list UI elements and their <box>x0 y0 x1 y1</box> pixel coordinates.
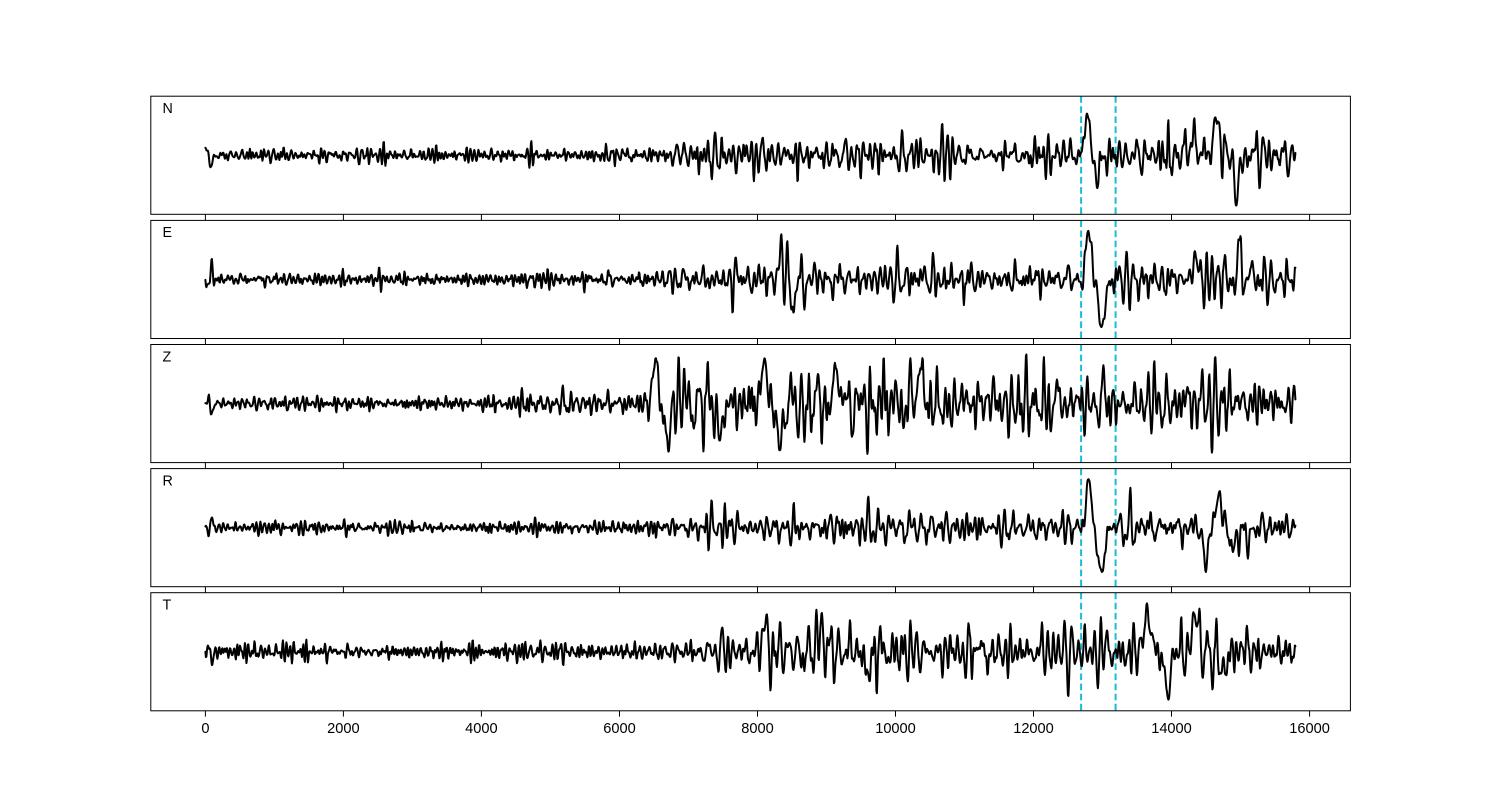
svg-text:6000: 6000 <box>603 721 635 737</box>
svg-text:12000: 12000 <box>1013 721 1054 737</box>
svg-text:2000: 2000 <box>327 721 359 737</box>
svg-text:N: N <box>163 101 173 117</box>
svg-text:4000: 4000 <box>465 721 497 737</box>
svg-text:10000: 10000 <box>875 721 916 737</box>
svg-text:16000: 16000 <box>1289 721 1330 737</box>
svg-text:14000: 14000 <box>1151 721 1192 737</box>
svg-text:Z: Z <box>163 349 172 365</box>
svg-text:E: E <box>163 225 173 241</box>
svg-text:0: 0 <box>201 721 209 737</box>
svg-text:R: R <box>163 473 173 489</box>
svg-text:8000: 8000 <box>741 721 773 737</box>
svg-text:T: T <box>163 598 172 614</box>
